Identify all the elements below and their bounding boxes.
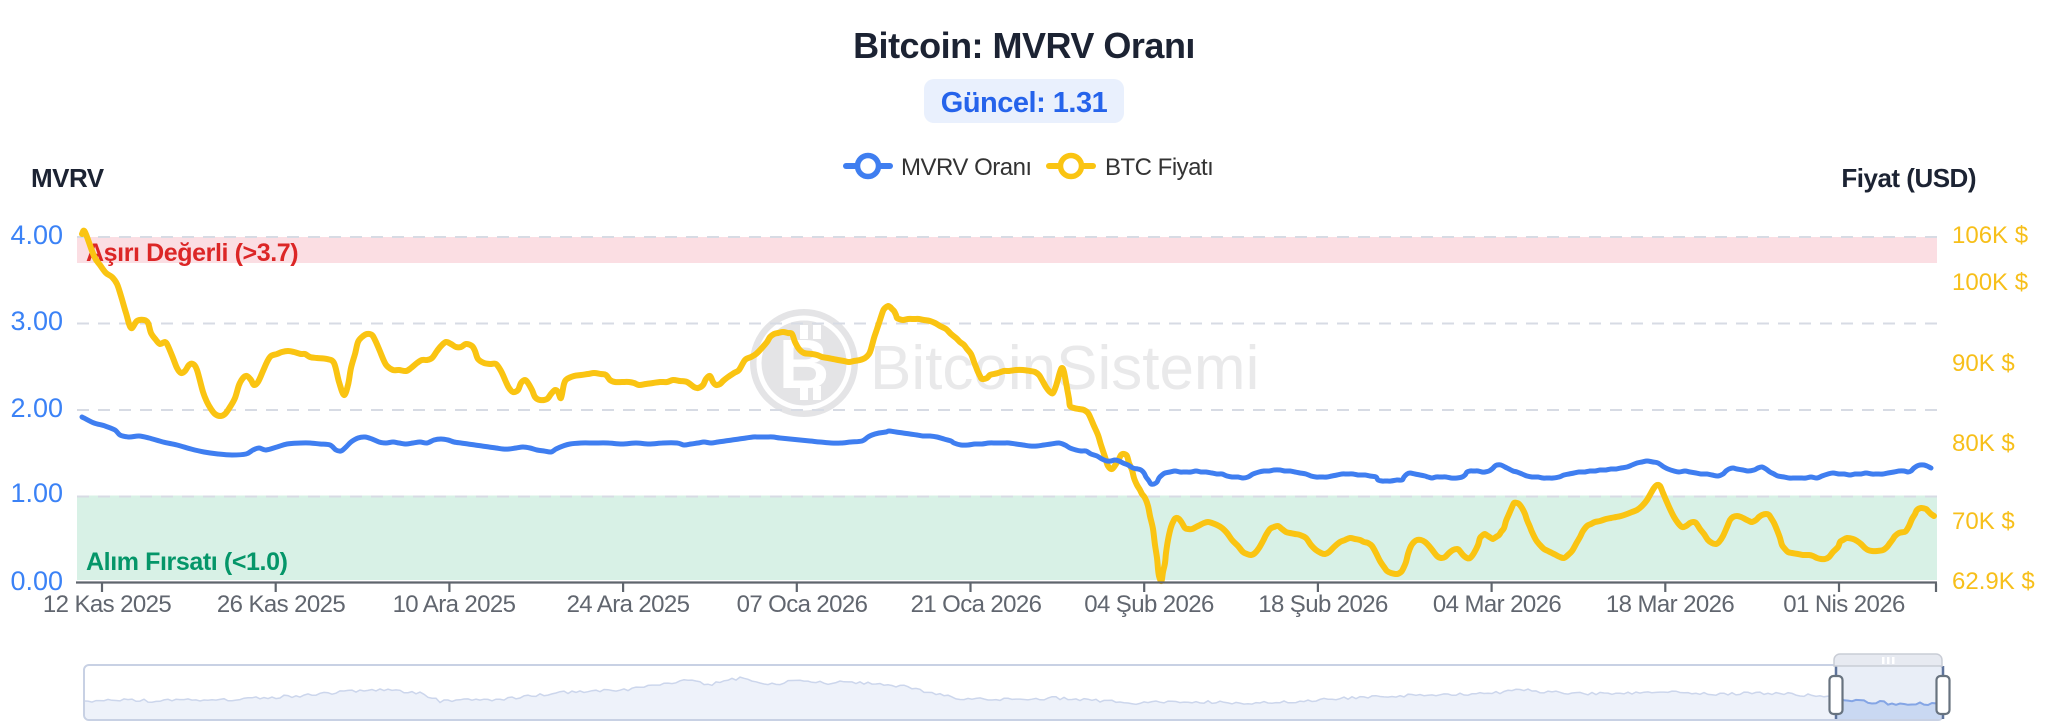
svg-text:04 Şub 2026: 04 Şub 2026 <box>1084 591 1214 618</box>
svg-text:24 Ara 2025: 24 Ara 2025 <box>567 591 690 618</box>
svg-text:80K $: 80K $ <box>1952 430 2015 457</box>
svg-text:10 Ara 2025: 10 Ara 2025 <box>393 591 516 618</box>
svg-text:Fiyat (USD): Fiyat (USD) <box>1841 163 1976 193</box>
svg-text:3.00: 3.00 <box>10 306 63 336</box>
svg-text:4.00: 4.00 <box>10 220 63 250</box>
svg-text:Bitcoin: MVRV Oranı: Bitcoin: MVRV Oranı <box>853 25 1195 66</box>
svg-text:MVRV: MVRV <box>31 163 105 193</box>
svg-text:106K $: 106K $ <box>1952 222 2028 249</box>
svg-text:26 Kas 2025: 26 Kas 2025 <box>217 591 345 618</box>
svg-text:90K $: 90K $ <box>1952 350 2015 377</box>
svg-text:07 Oca 2026: 07 Oca 2026 <box>737 591 868 618</box>
svg-text:BTC Fiyatı: BTC Fiyatı <box>1105 154 1213 181</box>
svg-text:04 Mar 2026: 04 Mar 2026 <box>1433 591 1561 618</box>
svg-text:MVRV Oranı: MVRV Oranı <box>901 154 1032 181</box>
svg-text:21 Oca 2026: 21 Oca 2026 <box>911 591 1042 618</box>
svg-text:0.00: 0.00 <box>10 566 63 596</box>
svg-text:62.9K $: 62.9K $ <box>1952 568 2035 595</box>
svg-text:Alım Fırsatı (<1.0): Alım Fırsatı (<1.0) <box>86 548 288 576</box>
svg-text:Aşırı Değerli (>3.7): Aşırı Değerli (>3.7) <box>86 239 298 267</box>
svg-text:18 Şub 2026: 18 Şub 2026 <box>1258 591 1388 618</box>
svg-text:2.00: 2.00 <box>10 393 63 423</box>
svg-text:18 Mar 2026: 18 Mar 2026 <box>1606 591 1734 618</box>
svg-text:1.00: 1.00 <box>10 478 63 508</box>
svg-text:70K $: 70K $ <box>1952 508 2015 535</box>
svg-text:01 Nis 2026: 01 Nis 2026 <box>1783 591 1905 618</box>
svg-text:Güncel: 1.31: Güncel: 1.31 <box>941 87 1108 119</box>
svg-text:100K $: 100K $ <box>1952 269 2028 296</box>
svg-text:12 Kas 2025: 12 Kas 2025 <box>43 591 171 618</box>
